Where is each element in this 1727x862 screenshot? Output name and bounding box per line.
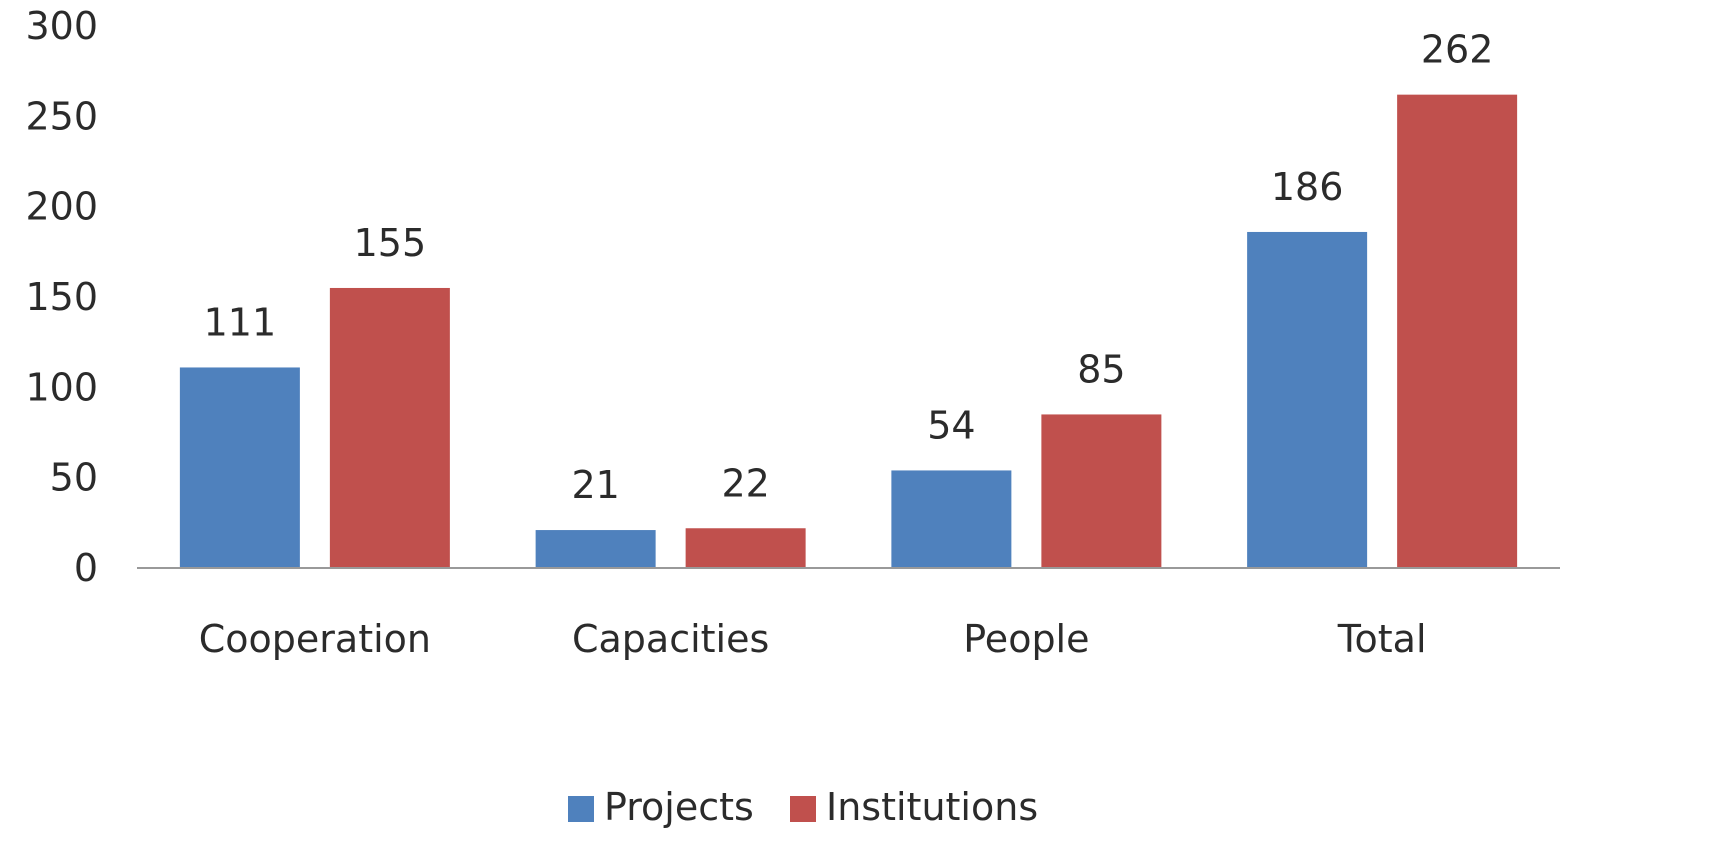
category-label-cooperation: Cooperation <box>199 617 431 661</box>
category-label-capacities: Capacities <box>572 617 769 661</box>
bar-institutions-cooperation <box>329 287 450 568</box>
data-label: 54 <box>927 403 975 447</box>
data-label: 155 <box>354 221 427 265</box>
data-labels-group: 111 155 21 22 54 85 186 262 <box>204 28 1494 507</box>
category-label-people: People <box>963 617 1089 661</box>
bar-projects-people <box>891 470 1012 568</box>
bar-projects-capacities <box>535 530 656 568</box>
data-label: 111 <box>204 300 277 344</box>
legend: Projects Institutions <box>568 785 1038 829</box>
data-label: 262 <box>1421 28 1494 72</box>
data-label: 85 <box>1077 347 1125 391</box>
category-labels: Cooperation Capacities People Total <box>199 617 1427 661</box>
y-tick-label: 150 <box>25 275 98 319</box>
y-tick-label: 100 <box>25 365 98 409</box>
bar-projects-cooperation <box>179 367 300 568</box>
data-label: 22 <box>721 461 769 505</box>
bar-projects-total <box>1247 231 1368 568</box>
y-tick-label: 0 <box>74 546 98 590</box>
y-tick-label: 50 <box>50 456 98 500</box>
legend-swatch-institutions <box>790 796 816 822</box>
legend-swatch-projects <box>568 796 594 822</box>
data-label: 186 <box>1271 165 1344 209</box>
bar-institutions-capacities <box>685 528 806 568</box>
y-axis-ticks: 0 50 100 150 200 250 300 <box>25 4 98 590</box>
legend-label-projects: Projects <box>604 785 754 829</box>
bar-institutions-total <box>1397 94 1518 569</box>
y-tick-label: 200 <box>25 185 98 229</box>
category-label-total: Total <box>1337 617 1427 661</box>
y-tick-label: 300 <box>25 4 98 48</box>
data-label: 21 <box>571 463 619 507</box>
bar-institutions-people <box>1041 414 1162 568</box>
y-tick-label: 250 <box>25 94 98 138</box>
legend-label-institutions: Institutions <box>826 785 1038 829</box>
bars-group <box>179 94 1518 569</box>
